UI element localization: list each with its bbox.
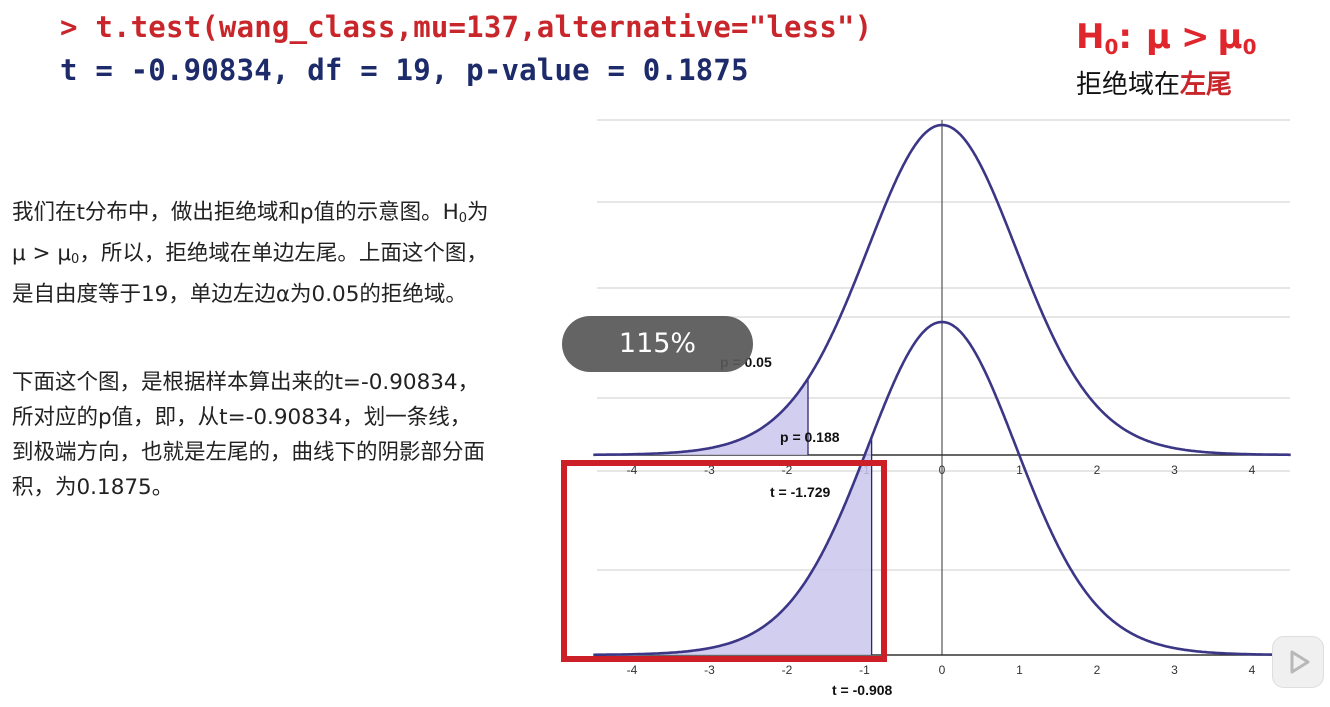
r-command-line: > t.test(wang_class,mu=137,alternative="… <box>60 10 873 44</box>
x-tick-label: -4 <box>627 663 638 677</box>
p1-part-b: 为μ > μ <box>12 200 489 266</box>
shaded-p-area-2 <box>593 437 872 655</box>
density-curve-2 <box>593 320 1291 657</box>
x-tick-label: 3 <box>1171 663 1178 677</box>
x-tick-label: -2 <box>782 463 793 477</box>
explanation-paragraph-1: 我们在t分布中，做出拒绝域和p值的示意图。H0为μ > μ0，所以，拒绝域在单边… <box>12 195 490 312</box>
zoom-indicator: 115% <box>562 316 753 372</box>
x-tick-label: 1 <box>1016 663 1023 677</box>
hyp-h: H <box>1076 17 1104 56</box>
hyp-colon: : <box>1118 17 1132 56</box>
play-button[interactable] <box>1272 636 1324 688</box>
hyp-mu: μ <box>1146 17 1171 56</box>
x-tick-label: 4 <box>1249 663 1256 677</box>
p1-part-c: ，所以，拒绝域在单边左尾。上面这个图，是自由度等于19，单边左边α为0.05的拒… <box>12 241 488 307</box>
x-tick-label: 1 <box>1016 463 1023 477</box>
hyp-sub0: 0 <box>1104 35 1118 56</box>
hypothesis-label: H0: μ > μ0 <box>1076 17 1256 56</box>
x-tick-label: 3 <box>1171 463 1178 477</box>
shaded-p-area-1 <box>593 378 809 455</box>
p-value-label-2: p = 0.188 <box>780 429 840 445</box>
x-tick-label: -3 <box>704 463 715 477</box>
x-tick-label: -2 <box>782 663 793 677</box>
svg-text:H0:μ>μ0: H0: μ > μ0 <box>1076 17 1256 56</box>
highlight-box <box>561 460 887 662</box>
x-tick-label: 4 <box>1249 463 1256 477</box>
x-tick-label: -4 <box>627 463 638 477</box>
p1-sub1: 0 <box>71 252 80 267</box>
hyp-gt: > <box>1181 17 1210 56</box>
hyp-sub1: 0 <box>1243 35 1257 56</box>
r-output-line: t = -0.90834, df = 19, p-value = 0.1875 <box>60 53 749 87</box>
t-cutoff-label-1: t = -1.729 <box>770 484 831 500</box>
p1-sub0: 0 <box>458 211 468 226</box>
rejection-region-label: 拒绝域在左尾 <box>1076 64 1232 101</box>
p1-part-a: 我们在t分布中，做出拒绝域和p值的示意图。H <box>12 200 459 225</box>
rejection-tail: 左尾 <box>1180 70 1233 100</box>
x-tick-label: 0 <box>939 463 946 477</box>
x-tick-label: 0 <box>939 663 946 677</box>
x-tick-label: 2 <box>1094 463 1101 477</box>
hyp-mu0: μ <box>1218 17 1243 56</box>
x-tick-label: 2 <box>1094 663 1101 677</box>
t-cutoff-label-2: t = -0.908 <box>832 682 893 698</box>
explanation-paragraph-2: 下面这个图，是根据样本算出来的t=-0.90834，所对应的p值，即，从t=-0… <box>12 370 486 500</box>
play-icon <box>1290 650 1310 674</box>
density-curve-1 <box>593 123 1291 457</box>
x-tick-label: -3 <box>704 663 715 677</box>
x-tick-label: -1 <box>859 663 870 677</box>
rejection-prefix: 拒绝域在 <box>1076 70 1181 100</box>
